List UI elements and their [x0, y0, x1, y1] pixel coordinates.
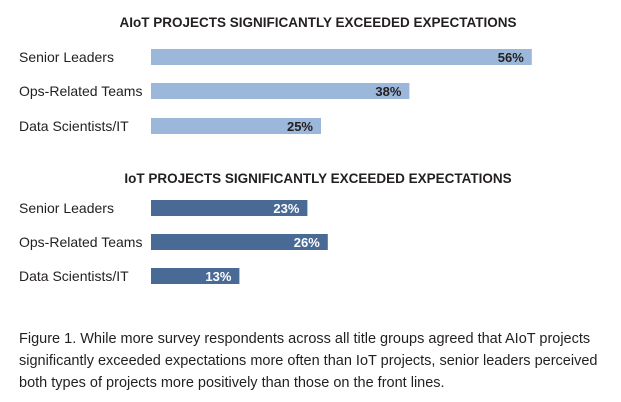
bar [151, 83, 410, 99]
data-label: 26% [294, 235, 320, 250]
category-label: Senior Leaders [19, 49, 114, 65]
bar [151, 118, 321, 134]
category-label: Data Scientists/IT [19, 268, 129, 284]
category-label: Senior Leaders [19, 200, 114, 216]
chart-title: IoT PROJECTS SIGNIFICANTLY EXCEEDED EXPE… [124, 171, 511, 186]
chart-title: AIoT PROJECTS SIGNIFICANTLY EXCEEDED EXP… [119, 15, 516, 30]
bar [151, 200, 308, 216]
data-label: 13% [205, 269, 231, 284]
category-label: Ops-Related Teams [19, 234, 142, 250]
bar [151, 268, 240, 284]
figure-caption: Figure 1. While more survey respondents … [19, 330, 598, 391]
bar [151, 49, 532, 65]
data-label: 25% [287, 119, 313, 134]
bar [151, 234, 328, 250]
chart-area: AIoT PROJECTS SIGNIFICANTLY EXCEEDED EXP… [19, 15, 532, 284]
category-label: Data Scientists/IT [19, 118, 129, 134]
data-label: 56% [498, 50, 524, 65]
data-label: 38% [375, 84, 401, 99]
category-label: Ops-Related Teams [19, 83, 142, 99]
data-label: 23% [273, 201, 299, 216]
